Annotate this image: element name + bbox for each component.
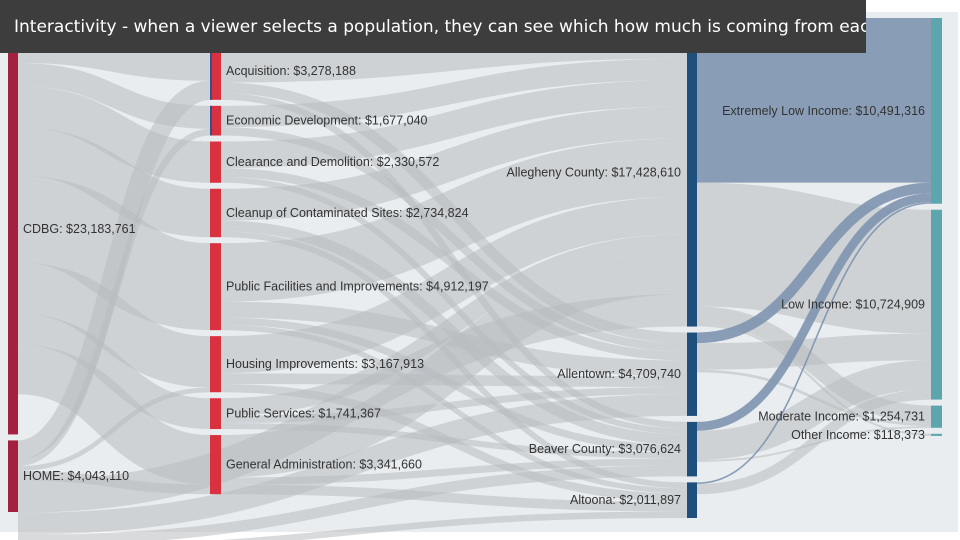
label-beaver: Beaver County: $3,076,624: [529, 442, 681, 456]
label-mi: Moderate Income: $1,254,731: [758, 410, 925, 424]
link-home-to-allentown[interactable]: [17, 394, 688, 535]
link-allentown-to-li[interactable]: [696, 333, 932, 370]
link-cdbg-to-pubserv[interactable]: [17, 313, 211, 430]
node-altoona[interactable]: [687, 482, 697, 518]
link-cdbg-to-cleanup[interactable]: [17, 127, 211, 238]
link-home-to-altoona[interactable]: [18, 511, 688, 540]
node-allentown[interactable]: [687, 332, 697, 416]
node-genadmin[interactable]: [210, 435, 221, 495]
caption-banner: Interactivity - when a viewer selects a …: [0, 0, 866, 53]
node-housing[interactable]: [210, 336, 221, 393]
node-acq[interactable]: [210, 41, 221, 100]
label-cdbg: CDBG: $23,183,761: [23, 222, 136, 236]
label-home: HOME: $4,043,110: [23, 469, 129, 483]
link-altoona-to-li[interactable]: [696, 389, 932, 495]
label-genadmin: General Administration: $3,341,660: [226, 458, 422, 472]
link-home-to-econ[interactable]: [17, 128, 211, 467]
link-pubfac-to-allegheny[interactable]: [220, 138, 688, 302]
node-eli[interactable]: [931, 18, 942, 204]
node-beaver[interactable]: [687, 421, 697, 477]
label-li: Low Income: $10,724,909: [781, 298, 925, 312]
node-cleanup[interactable]: [210, 188, 221, 238]
node-allegheny[interactable]: [687, 18, 697, 327]
link-cleanup-to-allegheny[interactable]: [220, 106, 688, 221]
label-acq: Acquisition: $3,278,188: [226, 64, 356, 78]
link-altoona-to-eli[interactable]: [696, 202, 932, 484]
links-layer: [16, 17, 932, 540]
label-cleanup: Cleanup of Contaminated Sites: $2,734,82…: [226, 206, 469, 220]
link-home-to-allegheny[interactable]: [17, 294, 688, 513]
node-oi[interactable]: [931, 433, 942, 436]
node-clear[interactable]: [210, 141, 221, 183]
node-li[interactable]: [931, 209, 942, 400]
link-pubserv-to-allegheny[interactable]: [220, 233, 688, 416]
label-housing: Housing Improvements: $3,167,913: [226, 357, 424, 371]
link-cdbg-to-housing[interactable]: [17, 262, 211, 388]
labels-layer: CDBG: $23,183,761 HOME: $4,043,110 Acquisi…: [23, 64, 925, 507]
label-allegheny: Allegheny County: $17,428,610: [507, 165, 681, 179]
link-beaver-to-eli[interactable]: [696, 193, 932, 431]
link-econ-to-allegheny[interactable]: [220, 58, 688, 128]
link-allentown-to-eli[interactable]: [696, 182, 932, 344]
node-acq-edge: [210, 41, 212, 100]
label-allentown: Allentown: $4,709,740: [557, 367, 681, 381]
label-eli: Extremely Low Income: $10,491,316: [722, 104, 925, 118]
link-cdbg-to-genadmin[interactable]: [16, 344, 212, 485]
label-altoona: Altoona: $2,011,897: [570, 493, 681, 507]
node-pubfac[interactable]: [210, 243, 221, 331]
link-home-to-acq[interactable]: [16, 80, 212, 460]
link-cdbg-to-clear[interactable]: [17, 85, 211, 183]
link-housing-to-allegheny[interactable]: [220, 196, 688, 374]
node-pubserv[interactable]: [210, 398, 221, 430]
label-pubserv: Public Services: $1,741,367: [226, 407, 381, 421]
node-home[interactable]: [8, 440, 18, 512]
nodes-layer: [8, 18, 942, 518]
label-econ: Economic Development: $1,677,040: [226, 114, 428, 128]
link-home-to-housing[interactable]: [17, 387, 211, 471]
caption-text: Interactivity - when a viewer selects a …: [14, 16, 866, 37]
label-pubfac: Public Facilities and Improvements: $4,9…: [226, 280, 489, 294]
label-clear: Clearance and Demolition: $2,330,572: [226, 155, 439, 169]
link-home-to-beaver[interactable]: [17, 465, 688, 540]
node-econ[interactable]: [210, 105, 221, 136]
node-cdbg[interactable]: [8, 24, 18, 435]
link-clear-to-allegheny[interactable]: [220, 79, 688, 169]
label-oi: Other Income: $118,373: [791, 428, 925, 442]
node-econ-edge: [210, 105, 212, 136]
link-beaver-to-li[interactable]: [696, 360, 932, 460]
node-mi[interactable]: [931, 405, 942, 428]
